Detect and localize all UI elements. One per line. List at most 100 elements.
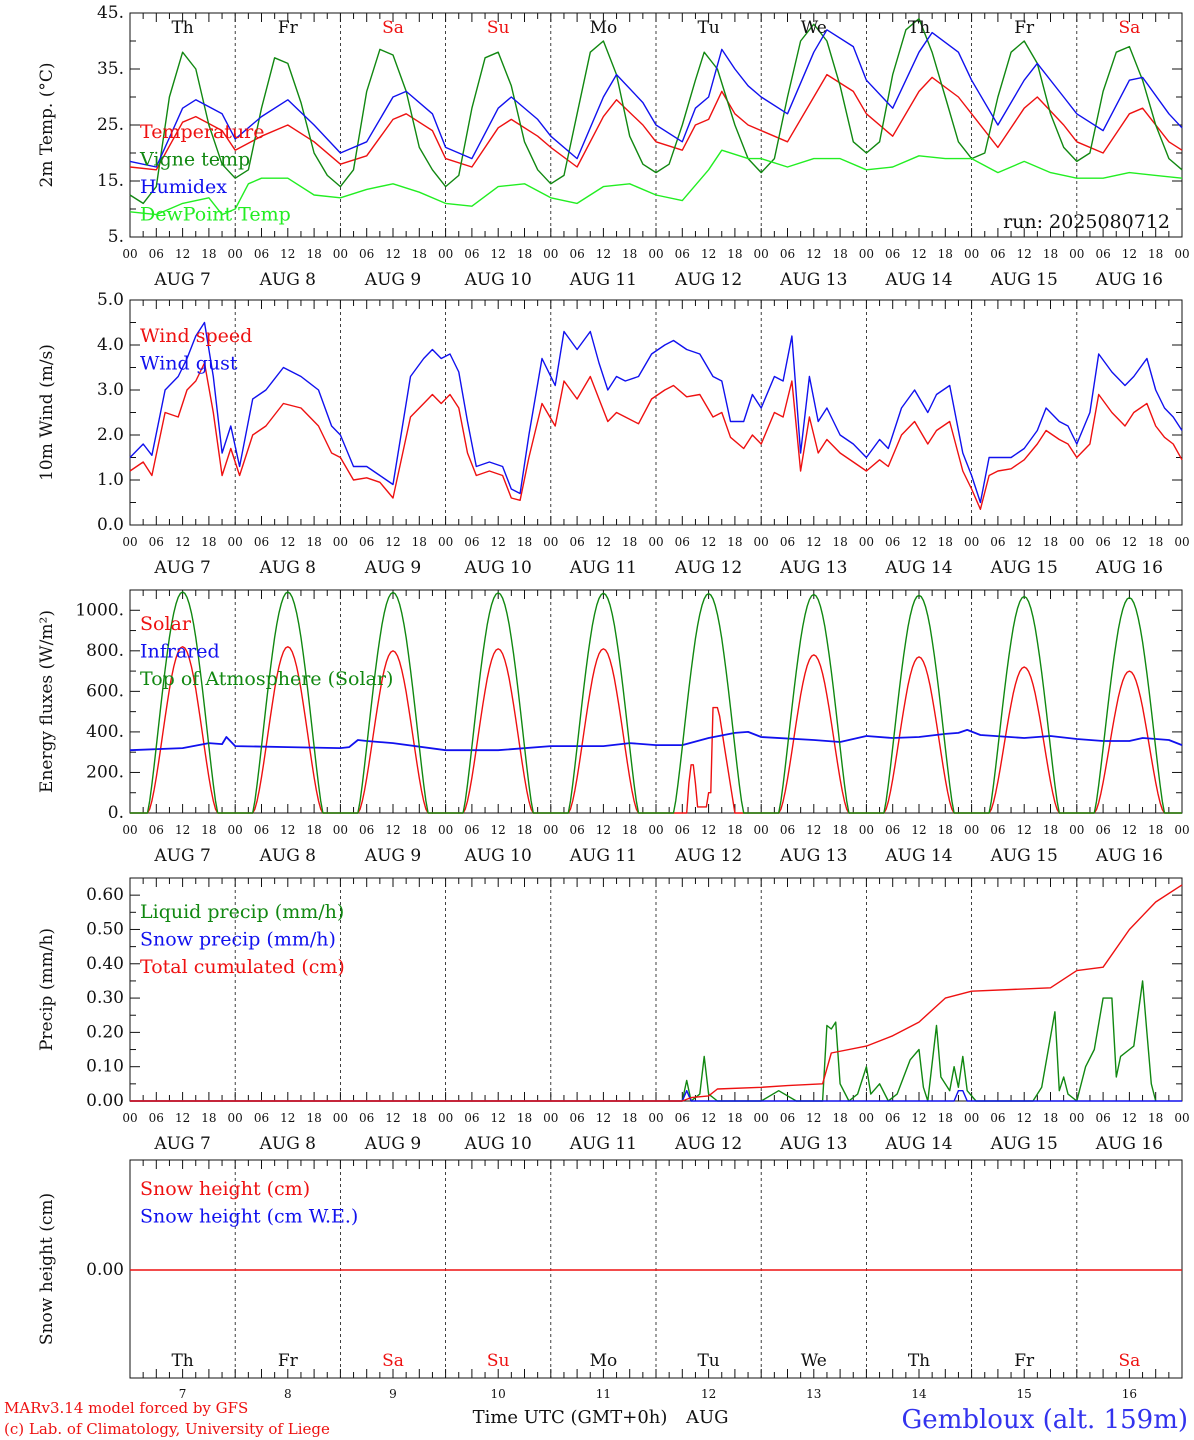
weekday-label: Sa bbox=[1119, 18, 1141, 38]
hour-label: 18 bbox=[412, 823, 427, 837]
y-tick-label: 800. bbox=[86, 641, 124, 661]
hour-label: 12 bbox=[385, 823, 400, 837]
hour-label: 18 bbox=[1148, 1111, 1163, 1125]
hour-label: 12 bbox=[491, 247, 506, 261]
hour-label: 06 bbox=[149, 535, 164, 549]
panel-2: 0.0 1.0 2.0 3.0 4.0 5.0 10m Wind (m/s) Wind spe… bbox=[37, 290, 1190, 578]
date-label: AUG 13 bbox=[779, 270, 847, 290]
hour-label: 12 bbox=[491, 1111, 506, 1125]
date-label: AUG 9 bbox=[364, 270, 421, 290]
hour-label: 00 bbox=[859, 247, 874, 261]
date-label: AUG 14 bbox=[884, 270, 952, 290]
hour-label: 00 bbox=[754, 247, 769, 261]
hour-label: 12 bbox=[175, 823, 190, 837]
hour-label: 00 bbox=[438, 823, 453, 837]
y-tick-label: 0.00 bbox=[86, 1260, 124, 1280]
hour-label: 06 bbox=[885, 823, 900, 837]
y-axis-title: 2m Temp. (°C) bbox=[37, 62, 57, 187]
series-line bbox=[129, 321, 1183, 504]
legend-label: Snow height (cm W.E.) bbox=[140, 1206, 358, 1228]
hour-label: 12 bbox=[701, 1111, 716, 1125]
hour-label: 12 bbox=[596, 247, 611, 261]
hour-label: 12 bbox=[596, 1111, 611, 1125]
hour-label: 18 bbox=[517, 823, 532, 837]
hour-label: 06 bbox=[885, 1111, 900, 1125]
hour-label: 12 bbox=[1017, 535, 1032, 549]
hour-label: 12 bbox=[806, 247, 821, 261]
y-tick-label: 3.0 bbox=[97, 380, 124, 400]
date-label: AUG 11 bbox=[569, 270, 637, 290]
y-tick-label: 0. bbox=[108, 803, 124, 823]
hour-label: 00 bbox=[333, 535, 348, 549]
hour-label: 06 bbox=[359, 247, 374, 261]
legend-label: Top of Atmosphere (Solar) bbox=[140, 668, 393, 690]
hour-label: 12 bbox=[175, 1111, 190, 1125]
hour-label: 00 bbox=[333, 1111, 348, 1125]
panel-5: 0.00 Snow height (cm) Snow height (cm) Snow… bbox=[37, 1159, 1183, 1401]
weekday-label: Su bbox=[487, 1351, 510, 1371]
panel-4: 0.00 0.10 0.20 0.30 0.40 0.50 0.60 Precip (mm/h… bbox=[37, 877, 1190, 1154]
series-line bbox=[130, 980, 1157, 1102]
y-tick-label: 5.0 bbox=[97, 290, 124, 310]
hour-label: 12 bbox=[385, 1111, 400, 1125]
date-label: AUG 12 bbox=[674, 558, 742, 578]
hour-label: 12 bbox=[385, 535, 400, 549]
date-label: AUG 14 bbox=[884, 558, 952, 578]
hour-label: 00 bbox=[228, 535, 243, 549]
hour-label: 18 bbox=[832, 1111, 847, 1125]
date-label: AUG 10 bbox=[464, 1134, 532, 1154]
legend-label: Vigne temp bbox=[139, 149, 250, 171]
hour-label: 18 bbox=[622, 247, 637, 261]
date-label: AUG 11 bbox=[569, 558, 637, 578]
series-line bbox=[130, 591, 1182, 814]
hour-label: 18 bbox=[306, 823, 321, 837]
date-label: AUG 7 bbox=[153, 558, 210, 578]
hour-label: 18 bbox=[517, 247, 532, 261]
y-axis-title: Snow height (cm) bbox=[37, 1193, 57, 1345]
hour-label: 18 bbox=[832, 535, 847, 549]
date-label: AUG 14 bbox=[884, 1134, 952, 1154]
date-label: AUG 12 bbox=[674, 1134, 742, 1154]
day-number: 13 bbox=[806, 1387, 821, 1401]
hour-label: 12 bbox=[806, 535, 821, 549]
series-line bbox=[129, 29, 1183, 168]
date-label: AUG 7 bbox=[153, 1134, 210, 1154]
date-label: AUG 8 bbox=[259, 270, 316, 290]
date-label: AUG 11 bbox=[569, 846, 637, 866]
hour-label: 12 bbox=[175, 535, 190, 549]
day-number: 10 bbox=[491, 1387, 506, 1401]
hour-label: 00 bbox=[122, 247, 137, 261]
date-label: AUG 8 bbox=[259, 846, 316, 866]
date-label: AUG 10 bbox=[464, 558, 532, 578]
hour-label: 12 bbox=[911, 823, 926, 837]
hour-label: 18 bbox=[1148, 535, 1163, 549]
series-line bbox=[130, 884, 1183, 1102]
hour-label: 06 bbox=[780, 247, 795, 261]
y-tick-label: 4.0 bbox=[97, 335, 124, 355]
hour-label: 00 bbox=[754, 823, 769, 837]
date-label: AUG 13 bbox=[779, 558, 847, 578]
date-label: AUG 7 bbox=[153, 846, 210, 866]
weekday-label: Mo bbox=[590, 18, 618, 38]
hour-label: 12 bbox=[280, 247, 295, 261]
hour-label: 18 bbox=[938, 823, 953, 837]
hour-label: 06 bbox=[1095, 247, 1110, 261]
hour-label: 12 bbox=[911, 247, 926, 261]
lab-credit: (c) Lab. of Climatology, University of L… bbox=[4, 1420, 330, 1438]
hour-label: 06 bbox=[254, 1111, 269, 1125]
hour-label: 18 bbox=[832, 247, 847, 261]
day-number: 14 bbox=[911, 1387, 927, 1401]
hour-label: 06 bbox=[254, 823, 269, 837]
date-label: AUG 16 bbox=[1095, 558, 1163, 578]
hour-label: 06 bbox=[990, 247, 1005, 261]
hour-label: 00 bbox=[543, 535, 558, 549]
legend-label: Total cumulated (cm) bbox=[140, 956, 345, 978]
date-label: AUG 15 bbox=[990, 558, 1058, 578]
hour-label: 06 bbox=[990, 1111, 1005, 1125]
legend-label: Humidex bbox=[140, 176, 227, 198]
hour-label: 18 bbox=[306, 535, 321, 549]
hour-label: 06 bbox=[1095, 823, 1110, 837]
day-number: 9 bbox=[389, 1387, 397, 1401]
y-tick-label: 0.60 bbox=[86, 885, 124, 905]
